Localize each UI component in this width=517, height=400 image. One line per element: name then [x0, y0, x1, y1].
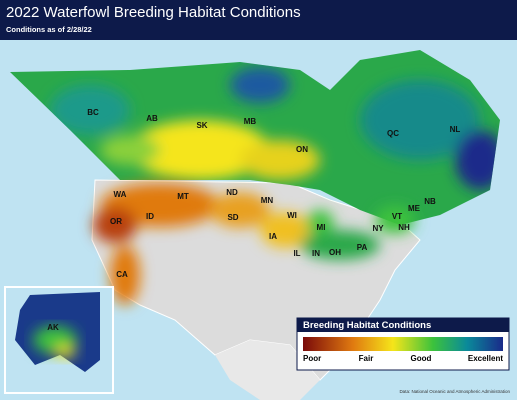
- region-label: AK: [47, 323, 59, 332]
- legend-header: [297, 318, 509, 332]
- region-label: ON: [296, 145, 308, 154]
- region-label: ME: [408, 204, 421, 213]
- us-conditions: [93, 183, 415, 305]
- legend-title: Breeding Habitat Conditions: [303, 320, 431, 331]
- mexico-land: [215, 340, 320, 400]
- region-label: QC: [387, 129, 399, 138]
- source: Data: National Oceanic and Atmospheric A…: [399, 389, 510, 394]
- region-label: OH: [329, 248, 341, 257]
- legend-label: Poor: [303, 354, 321, 363]
- region-label: NH: [398, 223, 410, 232]
- title: 2022 Waterfowl Breeding Habitat Conditio…: [6, 4, 301, 21]
- region-label: NL: [450, 125, 461, 134]
- region-label: IA: [269, 232, 277, 241]
- header-bar: [0, 0, 517, 40]
- region-label: VT: [392, 212, 402, 221]
- legend-gradient: [303, 337, 503, 351]
- region-label: ND: [226, 188, 238, 197]
- region-label: NY: [372, 224, 384, 233]
- region-label: CA: [116, 270, 128, 279]
- region-label: MB: [244, 117, 257, 126]
- region-label: SK: [196, 121, 207, 130]
- legend-label: Excellent: [468, 354, 503, 363]
- region-label: ID: [146, 212, 154, 221]
- region-label: MN: [261, 196, 274, 205]
- alaska-conditions: [33, 326, 77, 358]
- legend-label: Fair: [359, 354, 374, 363]
- region-label: IN: [312, 249, 320, 258]
- region-label: WA: [114, 190, 127, 199]
- region-label: BC: [87, 108, 99, 117]
- subtitle: Conditions as of 2/28/22: [6, 25, 92, 34]
- region-label: SD: [227, 213, 238, 222]
- region-label: AB: [146, 114, 158, 123]
- region-label: PA: [357, 243, 368, 252]
- region-label: MT: [177, 192, 189, 201]
- region-label: NB: [424, 197, 436, 206]
- legend-label: Good: [411, 354, 432, 363]
- region-label: WI: [287, 211, 297, 220]
- region-label: OR: [110, 217, 122, 226]
- region-label: IL: [293, 249, 300, 258]
- region-label: MI: [317, 223, 326, 232]
- region-labels: BC AB SK MB ON QC NL WA OR ID MT ND SD MN WI MI IA IL IN OH…: [47, 108, 460, 332]
